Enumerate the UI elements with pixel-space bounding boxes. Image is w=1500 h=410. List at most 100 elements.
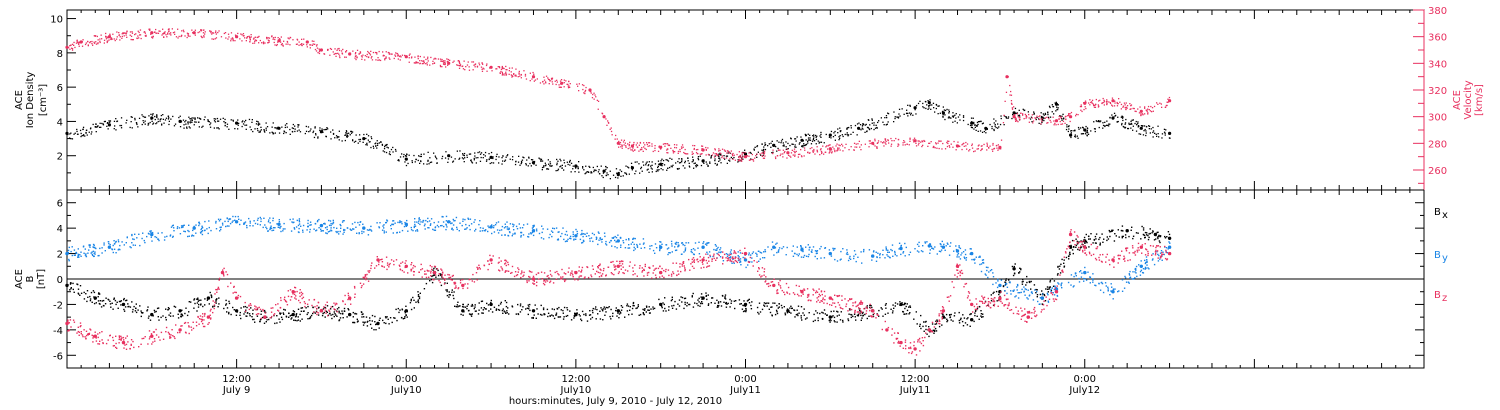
- data-point: [748, 302, 751, 304]
- data-point: [474, 152, 476, 154]
- data-point: [633, 143, 635, 146]
- data-point: [326, 311, 328, 313]
- data-point: [548, 79, 551, 81]
- data-point: [1003, 114, 1005, 116]
- data-point: [468, 153, 471, 155]
- data-point: [941, 324, 943, 326]
- data-point: [210, 295, 213, 297]
- data-point: [309, 316, 312, 318]
- data-point: [986, 145, 988, 147]
- data-point: [1132, 107, 1134, 110]
- data-point: [462, 68, 465, 70]
- data-point: [1127, 127, 1130, 130]
- data-point: [559, 86, 562, 88]
- data-point: [961, 148, 963, 151]
- data-point: [386, 143, 388, 146]
- data-point: [798, 312, 800, 314]
- data-point: [180, 316, 182, 318]
- data-point: [194, 34, 196, 36]
- data-point: [627, 247, 629, 249]
- data-point: [74, 132, 76, 134]
- data-point: [1136, 275, 1138, 278]
- data-point: [1094, 106, 1097, 108]
- data-point: [391, 321, 393, 324]
- data-point: [572, 168, 574, 170]
- data-point: [609, 128, 611, 130]
- data-point: [313, 136, 316, 139]
- data-point: [584, 90, 586, 93]
- data-point: [544, 165, 547, 167]
- data-point: [147, 124, 149, 126]
- data-point: [657, 170, 659, 172]
- data-point: [1061, 287, 1063, 289]
- data-point: [738, 156, 740, 158]
- data-point: [874, 145, 876, 147]
- data-point: [121, 302, 126, 307]
- data-point: [306, 46, 308, 48]
- data-point: [173, 125, 176, 127]
- data-point: [1012, 267, 1016, 271]
- data-point: [627, 305, 630, 307]
- data-point: [489, 65, 493, 69]
- data-point: [756, 306, 759, 309]
- data-point: [200, 29, 202, 31]
- data-point: [620, 305, 623, 307]
- data-point: [1071, 130, 1073, 132]
- data-point: [834, 321, 836, 323]
- data-point: [447, 154, 451, 158]
- data-point: [1093, 239, 1096, 241]
- data-point: [638, 150, 640, 152]
- data-point: [261, 42, 263, 44]
- data-point: [1164, 132, 1166, 134]
- data-point: [418, 155, 420, 157]
- data-point: [739, 158, 741, 161]
- data-point: [356, 49, 359, 51]
- data-point: [974, 310, 977, 312]
- data-point: [1019, 271, 1021, 273]
- data-point: [1157, 133, 1159, 135]
- data-point: [628, 167, 630, 169]
- data-point: [183, 124, 185, 126]
- data-point: [919, 100, 921, 102]
- data-point: [107, 123, 111, 127]
- data-point: [508, 67, 511, 69]
- data-point: [593, 92, 595, 94]
- data-point: [572, 231, 574, 233]
- data-point: [314, 126, 316, 128]
- data-point: [540, 160, 542, 162]
- data-point: [919, 325, 921, 327]
- data-point: [526, 159, 528, 161]
- data-point: [868, 249, 871, 251]
- data-point: [71, 49, 74, 51]
- data-point: [664, 297, 666, 299]
- data-point: [1111, 99, 1115, 103]
- data-point: [140, 37, 142, 40]
- data-point: [748, 159, 751, 161]
- data-point: [213, 305, 216, 307]
- data-point: [1118, 236, 1120, 238]
- data-point: [786, 312, 789, 314]
- data-point: [345, 134, 347, 136]
- data-point: [839, 319, 842, 321]
- data-point: [717, 154, 719, 156]
- data-point: [149, 319, 152, 321]
- data-point: [1126, 107, 1128, 109]
- data-point: [263, 322, 266, 324]
- data-point: [376, 53, 378, 55]
- data-point: [1082, 127, 1084, 129]
- data-point: [532, 71, 534, 74]
- data-point: [196, 298, 198, 300]
- data-point: [897, 117, 900, 119]
- data-point: [944, 249, 946, 251]
- data-point: [1135, 272, 1137, 274]
- data-point: [492, 226, 495, 229]
- data-point: [97, 296, 99, 298]
- data-point: [585, 165, 587, 167]
- data-point: [909, 104, 911, 106]
- data-point: [519, 305, 522, 307]
- data-point: [193, 298, 196, 300]
- data-point: [978, 318, 980, 320]
- data-point: [995, 126, 997, 129]
- data-point: [257, 36, 259, 38]
- data-point: [422, 221, 424, 223]
